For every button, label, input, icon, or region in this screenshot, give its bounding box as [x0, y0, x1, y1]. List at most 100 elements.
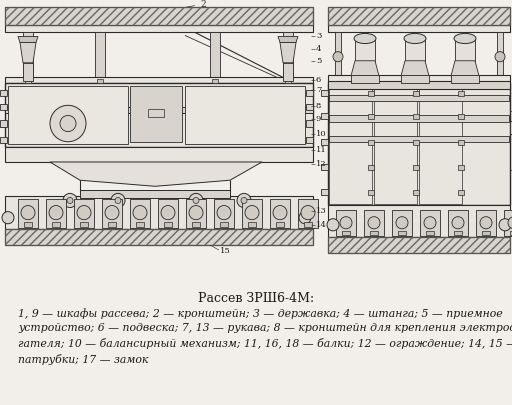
Bar [321, 190, 328, 196]
Bar [5, 25, 313, 32]
Circle shape [161, 206, 175, 220]
Bar [304, 222, 312, 227]
Circle shape [340, 217, 352, 229]
Bar [328, 7, 510, 25]
Text: 12: 12 [316, 160, 327, 168]
Bar [458, 140, 464, 145]
Bar [136, 222, 144, 227]
Bar [413, 190, 419, 196]
Bar [95, 32, 105, 81]
Circle shape [115, 198, 121, 204]
Bar [130, 200, 150, 228]
Polygon shape [278, 36, 298, 43]
Text: 7: 7 [316, 86, 322, 94]
Bar [5, 7, 313, 25]
Bar [419, 84, 462, 203]
Bar [321, 90, 328, 96]
Bar [426, 231, 434, 235]
Bar [405, 38, 425, 61]
Bar [285, 79, 291, 83]
Circle shape [480, 217, 492, 229]
Polygon shape [351, 61, 379, 76]
Bar [80, 222, 88, 227]
Bar [392, 210, 412, 236]
Bar [8, 86, 128, 144]
Circle shape [245, 206, 259, 220]
Circle shape [217, 206, 231, 220]
Circle shape [60, 115, 76, 132]
Circle shape [63, 194, 77, 208]
Bar [510, 122, 512, 134]
Bar [374, 84, 417, 203]
Polygon shape [401, 61, 429, 76]
Bar [458, 165, 464, 170]
Bar [24, 222, 32, 227]
Bar [248, 222, 256, 227]
Bar [451, 75, 479, 83]
Bar [5, 7, 313, 25]
Circle shape [133, 206, 147, 220]
Bar [306, 121, 313, 126]
Bar [504, 210, 512, 236]
Bar [368, 91, 374, 96]
Text: 15: 15 [220, 247, 231, 255]
Bar [74, 200, 94, 228]
Bar [276, 222, 284, 227]
Bar [336, 210, 356, 236]
Circle shape [452, 217, 464, 229]
Bar [306, 104, 313, 111]
Bar [351, 75, 379, 83]
Bar [476, 210, 496, 236]
Bar [448, 210, 468, 236]
Bar [413, 140, 419, 145]
Bar [454, 231, 462, 235]
Bar [355, 38, 375, 61]
Circle shape [77, 206, 91, 220]
Bar [283, 63, 293, 81]
Circle shape [67, 198, 73, 204]
Bar [148, 109, 164, 117]
Bar [455, 38, 475, 61]
Bar [482, 231, 490, 235]
Bar [370, 231, 378, 235]
Bar [164, 222, 172, 227]
Bar [328, 81, 510, 89]
Circle shape [2, 211, 14, 224]
Polygon shape [451, 61, 479, 76]
Bar [368, 140, 374, 145]
Ellipse shape [404, 34, 426, 44]
Circle shape [368, 217, 380, 229]
Bar [5, 229, 313, 245]
Circle shape [105, 206, 119, 220]
Bar [328, 25, 510, 32]
Circle shape [396, 217, 408, 229]
Bar [398, 231, 406, 235]
Bar [18, 200, 38, 228]
Bar [25, 79, 31, 83]
Bar [329, 84, 372, 203]
Text: 3: 3 [316, 32, 322, 40]
Circle shape [21, 206, 35, 220]
Bar [420, 210, 440, 236]
Bar [130, 86, 182, 142]
Bar [242, 200, 262, 228]
Bar [192, 222, 200, 227]
Bar [368, 190, 374, 196]
Text: 13: 13 [316, 207, 327, 215]
Circle shape [333, 52, 343, 62]
Ellipse shape [354, 34, 376, 44]
Circle shape [189, 194, 203, 208]
Bar [5, 196, 313, 229]
Bar [0, 90, 7, 96]
Bar [458, 91, 464, 96]
Bar [401, 75, 429, 83]
Bar [46, 200, 66, 228]
Bar [5, 147, 313, 162]
Circle shape [111, 194, 125, 208]
Polygon shape [50, 162, 262, 186]
Text: 6: 6 [316, 76, 321, 84]
Bar [368, 165, 374, 170]
Bar [306, 137, 313, 143]
Circle shape [241, 198, 247, 204]
Bar [368, 115, 374, 119]
